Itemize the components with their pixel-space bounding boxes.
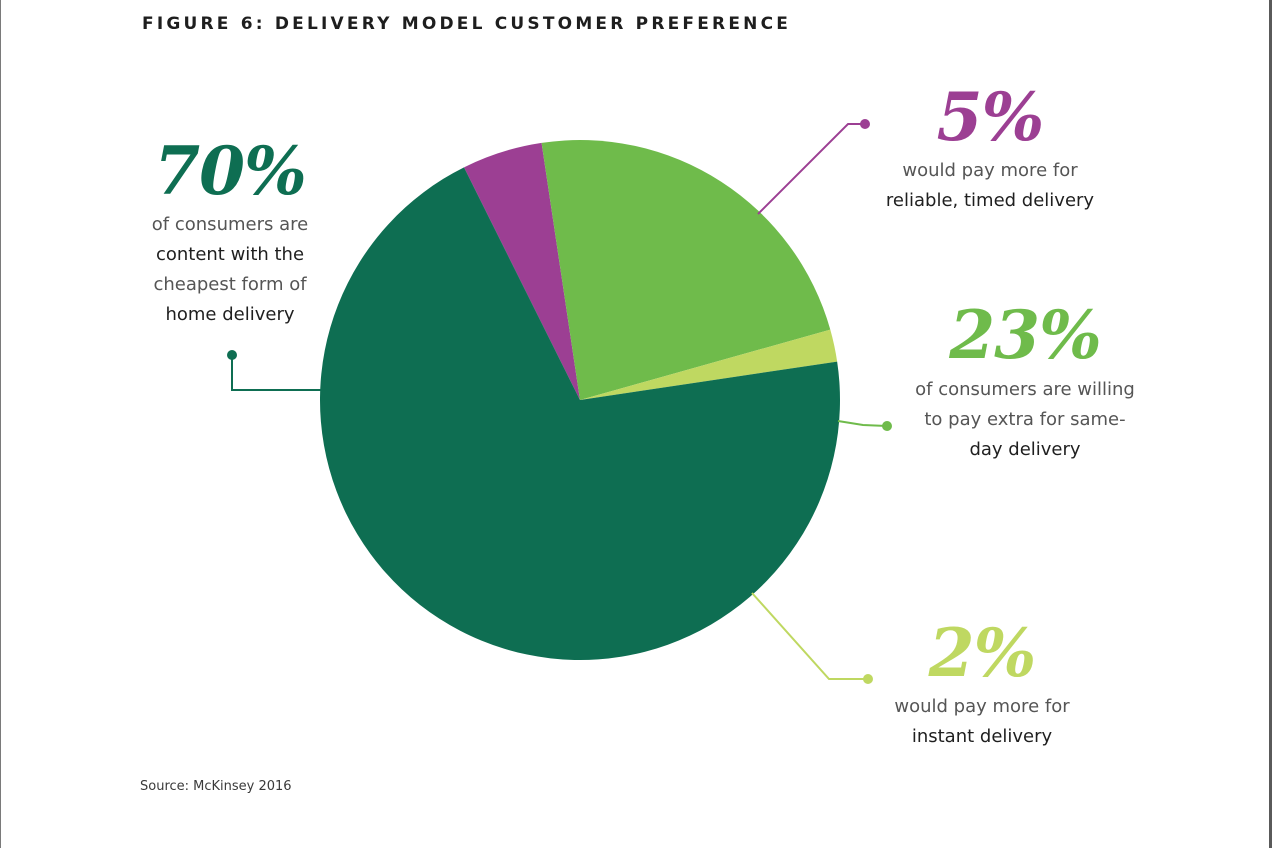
pie-slice-2-percent (580, 329, 838, 400)
callout-70-line1: of consumers are (151, 214, 309, 235)
leader-line-70 (231, 355, 321, 391)
leader-dot-23 (882, 421, 892, 431)
callout-2-percent: 2% (928, 614, 1037, 692)
callout-70-line3: cheapest form of (153, 274, 307, 295)
callout-70-line4: home delivery (165, 304, 295, 325)
leader-dot-5 (860, 119, 870, 129)
pie-slice-70-percent (319, 167, 840, 661)
leader-line-5 (757, 123, 865, 215)
callout-5-percent: 5% (936, 78, 1045, 156)
callout-70-line2: content with the (155, 244, 305, 265)
callout-5-line2: reliable, timed delivery (885, 190, 1095, 211)
callout-2-line2: instant delivery (911, 726, 1053, 747)
callout-5: 5% would pay more for reliable, timed de… (870, 84, 1110, 216)
callout-70: 70% of consumers are content with the ch… (120, 138, 340, 330)
leader-dot-2 (863, 674, 873, 684)
callout-23-percent: 23% (949, 296, 1102, 374)
leader-line-2 (751, 592, 868, 680)
pie-slice-23-percent (541, 140, 831, 400)
pie-slice-5-percent (463, 142, 580, 401)
figure-title: FIGURE 6: DELIVERY MODEL CUSTOMER PREFER… (142, 14, 792, 34)
callout-23: 23% of consumers are willing to pay extr… (905, 302, 1145, 465)
source-note: Source: McKinsey 2016 (140, 779, 292, 794)
leader-dot-70 (227, 350, 237, 360)
callout-70-percent: 70% (154, 132, 307, 210)
leader-line-23 (837, 420, 888, 427)
page-border-right (1269, 0, 1272, 848)
callout-5-line1: would pay more for (902, 160, 1078, 181)
callout-2-line1: would pay more for (894, 696, 1070, 717)
callout-23-line1: of consumers are willing (915, 379, 1135, 400)
callout-2: 2% would pay more for instant delivery (862, 620, 1102, 752)
page-border-left (0, 0, 1, 848)
callout-23-line3: day delivery (969, 439, 1081, 460)
callout-23-line2: to pay extra for same- (924, 409, 1126, 430)
